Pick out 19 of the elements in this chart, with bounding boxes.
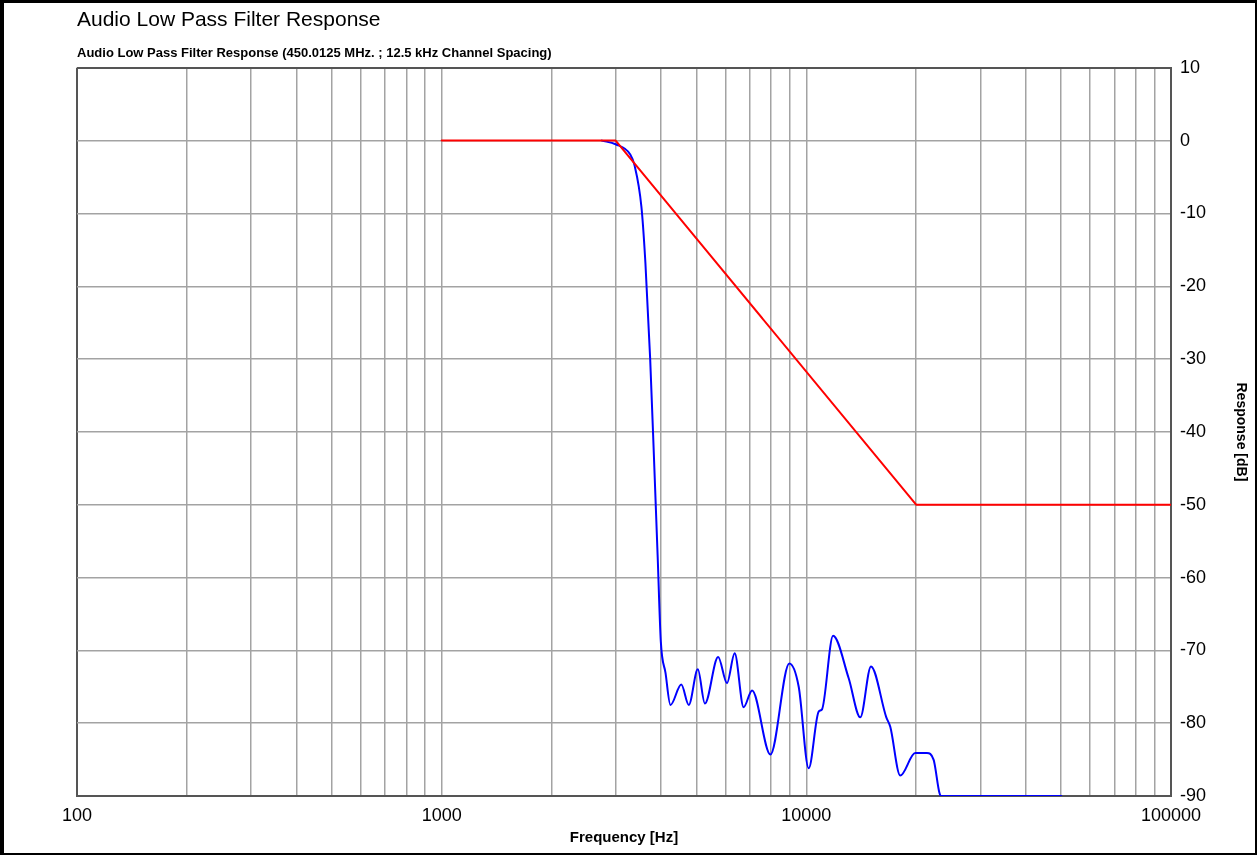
x-tick-label: 10000 [781, 804, 832, 825]
x-tick-label: 100 [61, 804, 93, 825]
y-tick-label: -50 [1180, 493, 1207, 514]
y-tick-label: -20 [1180, 275, 1207, 296]
x-tick-label: 100000 [1140, 804, 1202, 825]
y-tick-label: -70 [1180, 639, 1207, 660]
x-tick-label: 1000 [421, 804, 462, 825]
y-tick-label: -40 [1180, 420, 1207, 441]
chart-subtitle: Audio Low Pass Filter Response (450.0125 MHz. ; 12.5 kHz Channel Spacing) [77, 44, 552, 60]
chart-title: Audio Low Pass Filter Response [77, 7, 381, 31]
y-tick-label: -60 [1180, 566, 1207, 587]
y-tick-label: -80 [1180, 712, 1207, 733]
y-tick-label: -10 [1180, 202, 1207, 223]
y-axis-title: Response [dB] [1233, 382, 1250, 482]
y-tick-label: -30 [1180, 348, 1207, 369]
y-tick-label: -90 [1180, 784, 1207, 805]
y-tick-label: 0 [1180, 129, 1191, 150]
y-tick-label: 10 [1180, 56, 1201, 77]
x-axis-title: Frequency [Hz] [569, 828, 679, 846]
